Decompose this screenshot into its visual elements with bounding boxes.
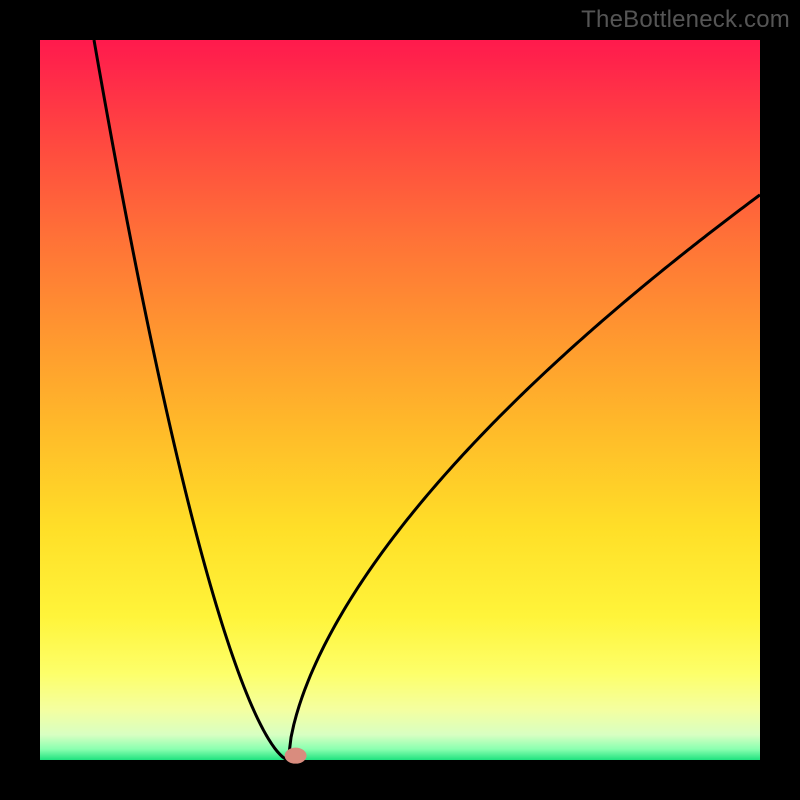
chart-svg — [0, 0, 800, 800]
watermark-text: TheBottleneck.com — [581, 6, 790, 34]
chart-stage: TheBottleneck.com — [0, 0, 800, 800]
vertex-marker — [285, 748, 307, 764]
gradient-background — [40, 40, 760, 760]
